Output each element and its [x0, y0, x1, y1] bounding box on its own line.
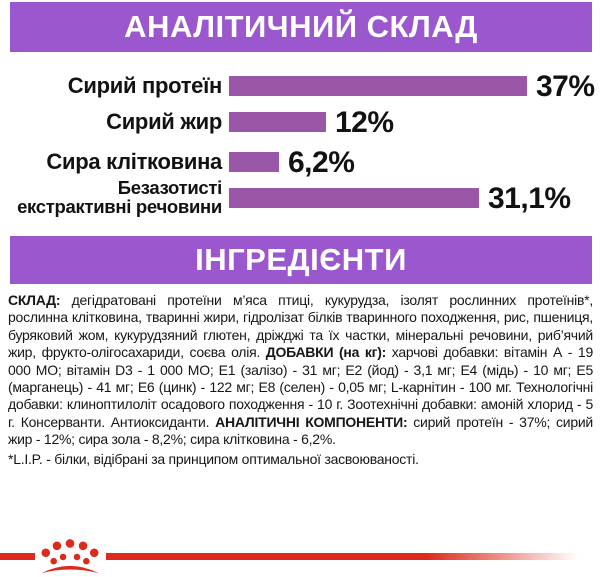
bar — [229, 152, 279, 172]
ingredients-section-title: ІНГРЕДІЄНТИ — [195, 242, 407, 277]
bar — [229, 76, 527, 96]
bar-label: Сира клітковина — [46, 149, 222, 174]
bar-value: 31,1% — [488, 182, 571, 215]
bar-label: Сирий протеїн — [67, 73, 223, 98]
ingredients-paragraph: СКЛАД: дегідратовані протеїни м’яса птиц… — [8, 292, 593, 448]
red-rule-right — [106, 553, 578, 560]
red-rule-left — [0, 553, 35, 560]
bar — [229, 188, 479, 208]
lip-footnote: *L.I.P. - білки, відібрані за принципом … — [8, 450, 419, 467]
footer — [0, 530, 600, 577]
bar — [229, 112, 326, 132]
bar-label: Безазотисті екстрактивні речовини — [17, 177, 222, 217]
analytical-section-title: АНАЛІТИЧНИЙ СКЛАД — [124, 9, 478, 44]
royal-canin-crown-logo — [41, 539, 99, 574]
section-header-analytical: АНАЛІТИЧНИЙ СКЛАД — [10, 2, 592, 52]
bar-label: Сирий жир — [106, 109, 222, 134]
section-header-ingredients: ІНГРЕДІЄНТИ — [10, 236, 592, 284]
analytical-composition-chart: Сирий протеїн 37% Сирий жир 12% Сира клітков… — [0, 0, 600, 236]
bar-value: 12% — [335, 106, 394, 139]
bar-value: 37% — [536, 70, 595, 103]
ingredients-text-block: СКЛАД: дегідратовані протеїни м’яса птиц… — [8, 292, 593, 470]
bar-value: 6,2% — [288, 146, 355, 179]
